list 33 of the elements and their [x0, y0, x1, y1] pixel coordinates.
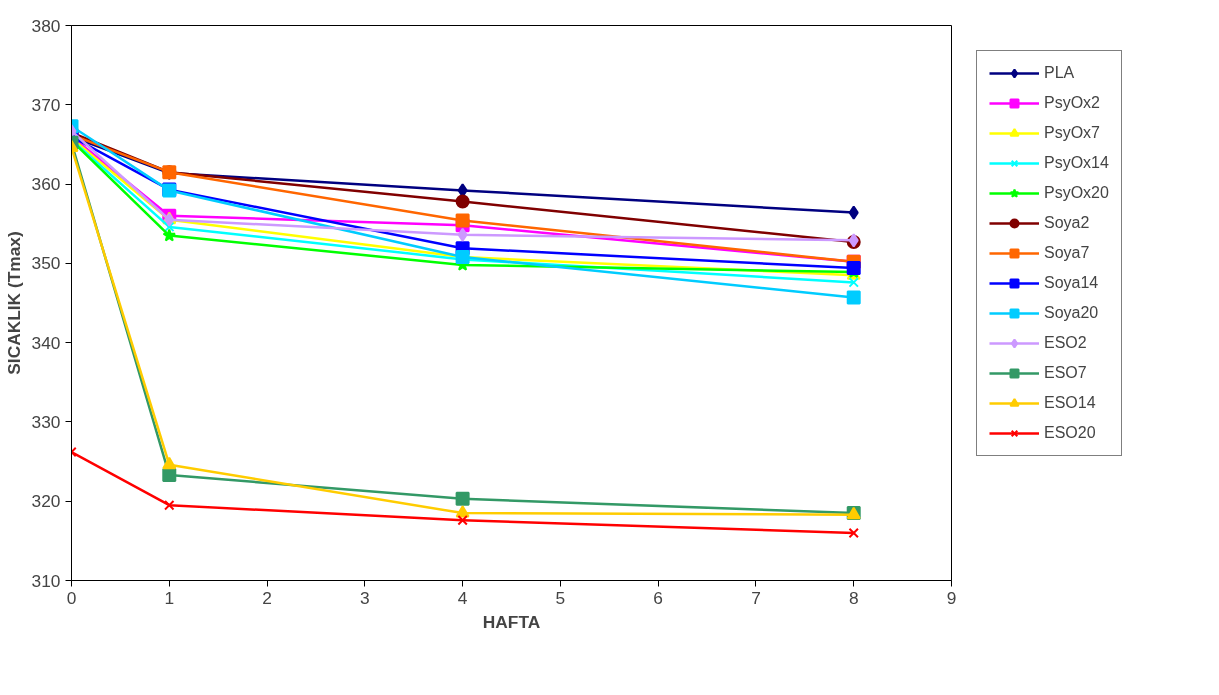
x-tick-label: 3	[360, 587, 370, 608]
legend-label: PLA	[1044, 64, 1075, 82]
y-tick-label: 370	[31, 94, 61, 115]
y-tick-label: 310	[31, 570, 61, 591]
legend-label: PsyOx2	[1044, 94, 1101, 112]
x-tick-label: 8	[848, 587, 859, 608]
legend-label: Soya20	[1044, 304, 1099, 322]
legend-label: Soya7	[1044, 244, 1090, 262]
x-tick-label: 5	[555, 587, 566, 608]
y-tick-label: 340	[31, 332, 61, 353]
x-tick-label: 0	[66, 587, 77, 608]
legend-label: ESO14	[1044, 394, 1096, 412]
y-tick-label: 330	[31, 411, 61, 432]
x-tick-label: 7	[751, 587, 761, 608]
y-tick-label: 360	[31, 174, 61, 195]
legend-label: Soya14	[1044, 274, 1099, 292]
legend-label: ESO7	[1044, 364, 1087, 382]
x-tick-label: 9	[946, 587, 957, 608]
x-tick-label: 6	[653, 587, 663, 608]
legend-label: PsyOx7	[1044, 124, 1101, 142]
y-tick-label: 380	[31, 15, 61, 36]
y-tick-label: 350	[31, 253, 61, 274]
legend-label: Soya2	[1044, 214, 1090, 232]
x-tick-label: 2	[262, 587, 272, 608]
x-axis-title: HAFTA	[482, 611, 541, 632]
legend-label: PsyOx14	[1044, 154, 1109, 172]
x-tick-label: 1	[164, 587, 175, 608]
legend-label: ESO2	[1044, 334, 1087, 352]
y-axis-title: SICAKLIK (Tmax)	[3, 231, 24, 375]
legend-label: PsyOx20	[1044, 184, 1109, 202]
x-tick-label: 4	[457, 587, 468, 608]
legend-label: ESO20	[1044, 424, 1096, 442]
y-tick-label: 320	[31, 491, 61, 512]
